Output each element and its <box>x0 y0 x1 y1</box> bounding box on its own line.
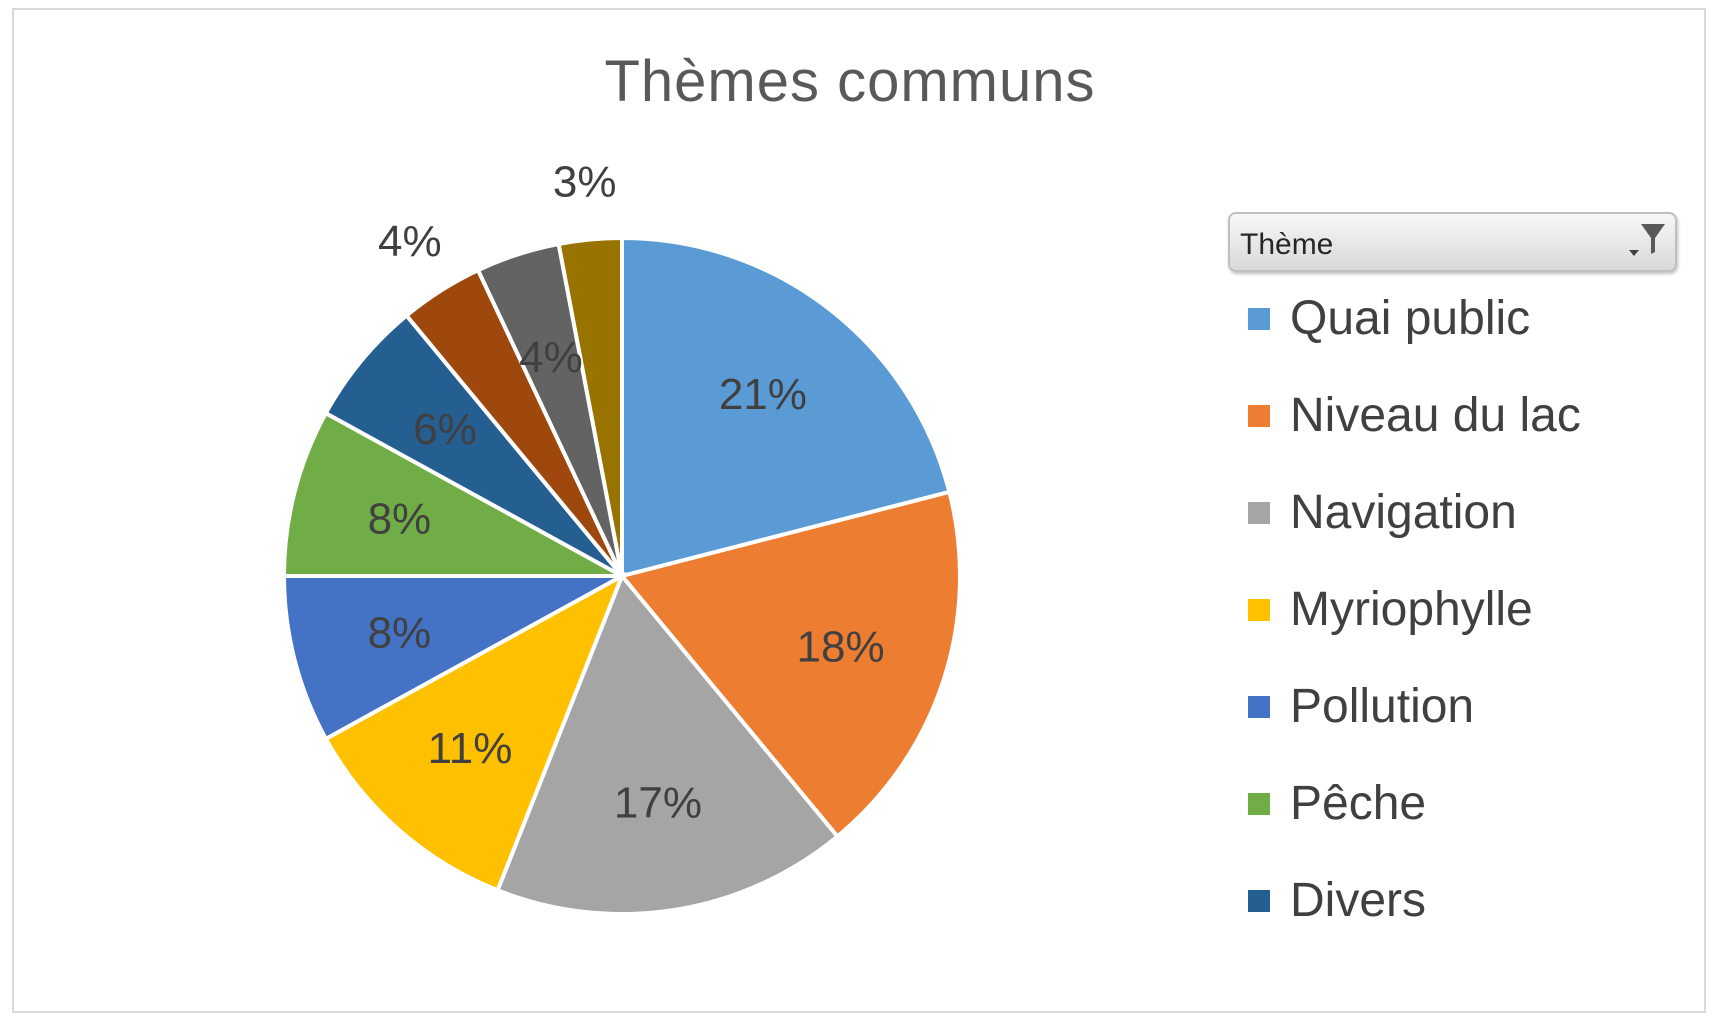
legend-swatch <box>1248 696 1270 718</box>
chart-title: Thèmes communs <box>604 49 1096 114</box>
legend-swatch <box>1248 502 1270 524</box>
pie-slice-6[interactable] <box>323 312 624 578</box>
funnel-filter-icon <box>1629 224 1665 256</box>
legend-filter-button[interactable]: Thème <box>1228 212 1677 272</box>
pie-data-label-1: 18% <box>797 623 885 672</box>
pie-slice-3[interactable] <box>323 571 626 893</box>
pie-data-label-8: 4% <box>519 333 583 382</box>
pie-data-label-9: 3% <box>553 157 617 206</box>
chart-legend: Quai public Niveau du lac Navigation Myriop… <box>1248 288 1581 967</box>
pie-slice-1[interactable] <box>618 489 962 840</box>
pie-data-label-6: 6% <box>413 405 477 454</box>
legend-filter-label: Thème <box>1240 228 1334 261</box>
pie-data-label-3: 11% <box>428 724 513 773</box>
legend-label: Pollution <box>1290 680 1475 733</box>
legend-label: Divers <box>1290 874 1427 927</box>
legend-swatch <box>1248 308 1270 330</box>
legend-swatch <box>1248 599 1270 621</box>
legend-item-1[interactable]: Niveau du lac <box>1248 385 1581 482</box>
pie-data-label-2: 17% <box>614 779 702 828</box>
legend-label: Myriophylle <box>1290 583 1533 636</box>
pie-data-label-7: 4% <box>378 217 442 266</box>
legend-item-5[interactable]: Pêche <box>1248 773 1581 870</box>
legend-item-2[interactable]: Navigation <box>1248 482 1581 579</box>
legend-swatch <box>1248 405 1270 427</box>
legend-item-0[interactable]: Quai public <box>1248 288 1581 385</box>
legend-swatch <box>1248 793 1270 815</box>
pie-data-label-0: 21% <box>719 370 807 419</box>
legend-item-6[interactable]: Divers <box>1248 870 1581 967</box>
legend-label: Pêche <box>1290 777 1427 830</box>
legend-swatch <box>1248 890 1270 912</box>
legend-label: Quai public <box>1290 292 1531 345</box>
pie-data-label-4: 8% <box>368 609 432 658</box>
legend-label: Navigation <box>1290 486 1517 539</box>
pie-slice-5[interactable] <box>281 410 623 578</box>
pie-slice-4[interactable] <box>281 574 623 742</box>
legend-label: Niveau du lac <box>1290 389 1581 442</box>
pie-slice-9[interactable] <box>556 235 624 577</box>
pie-slice-0[interactable] <box>620 235 952 579</box>
pie-data-label-5: 8% <box>368 494 432 543</box>
pie-slice-2[interactable] <box>494 572 841 916</box>
legend-item-3[interactable]: Myriophylle <box>1248 579 1581 676</box>
legend-item-4[interactable]: Pollution <box>1248 676 1581 773</box>
